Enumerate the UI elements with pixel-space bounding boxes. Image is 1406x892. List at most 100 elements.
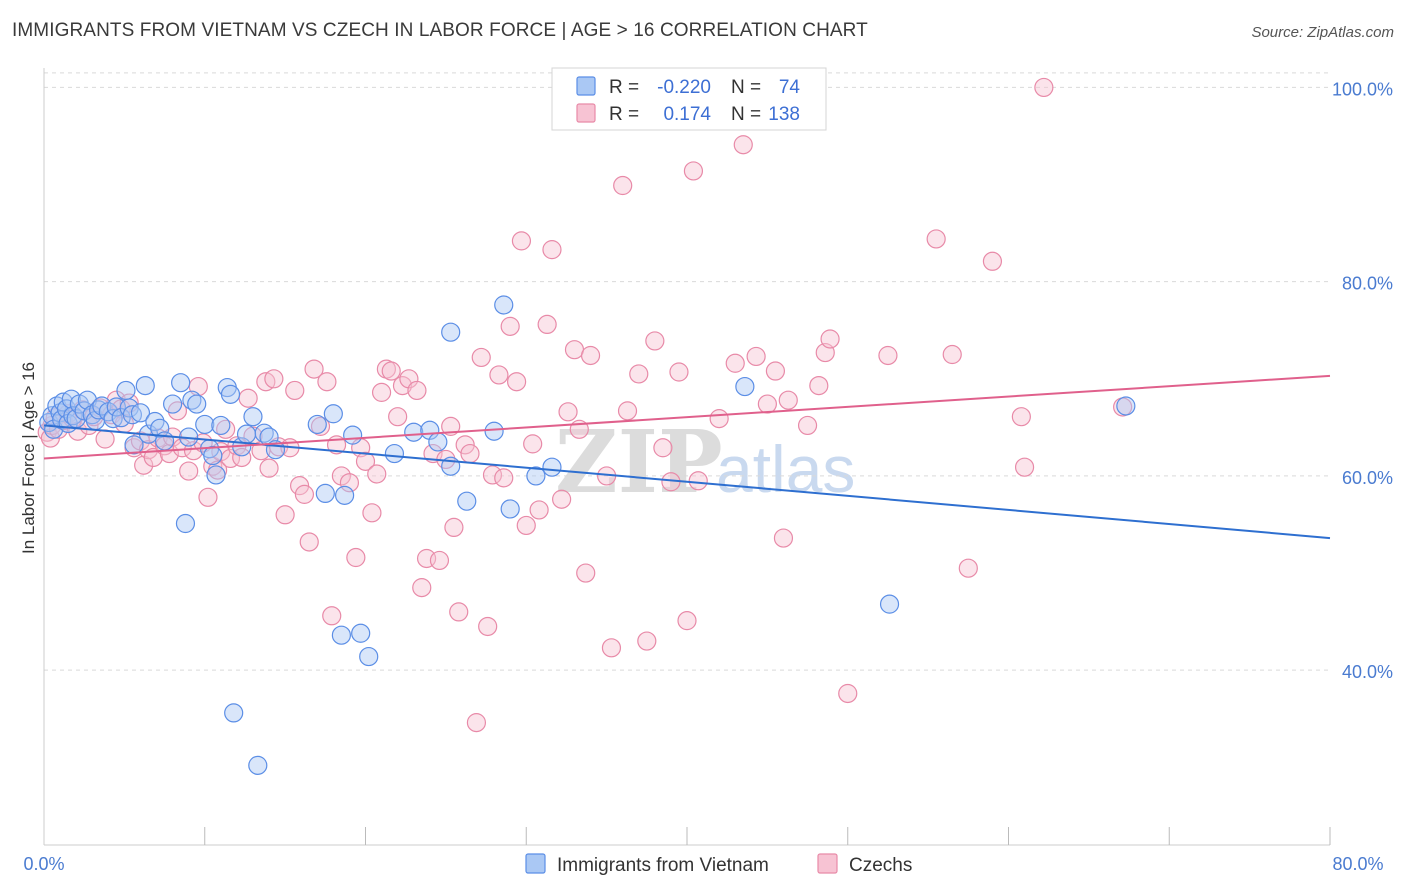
czech-point: [564, 340, 585, 360]
vietnam-point: [457, 491, 477, 511]
czech-point: [238, 388, 258, 408]
czech-point: [371, 382, 392, 402]
czech-point: [778, 390, 798, 410]
czech-point: [942, 344, 962, 365]
czech-point: [134, 455, 154, 475]
czech-point: [733, 135, 753, 155]
vietnam-point: [335, 485, 355, 505]
vietnam-point: [103, 409, 123, 429]
vietnam-point: [163, 394, 183, 414]
czech-point: [797, 415, 818, 436]
czech-point: [511, 231, 532, 251]
vietnam-point: [243, 407, 263, 427]
czech-point: [820, 329, 840, 349]
czech-point: [709, 409, 729, 429]
czech-point: [331, 466, 351, 486]
czech-point: [381, 361, 401, 381]
czech-point: [725, 353, 745, 373]
czech-point: [982, 251, 1003, 271]
vietnam-point: [307, 414, 327, 435]
vietnam-point: [44, 419, 64, 439]
watermark-zip: ZIP: [555, 412, 723, 513]
vietnam-point: [428, 432, 448, 452]
vietnam-point: [187, 394, 207, 414]
czech-point: [275, 505, 295, 525]
czech-point: [460, 443, 480, 464]
vietnam-point: [150, 418, 170, 438]
legend-box: [551, 67, 827, 131]
czech-point: [429, 550, 450, 571]
vietnam-point: [122, 405, 143, 425]
czech-point: [362, 503, 382, 523]
czech-point: [507, 372, 527, 392]
vietnam-point: [111, 408, 131, 428]
czech-point: [878, 345, 898, 366]
czech-point: [516, 515, 536, 536]
vietnam-point: [195, 414, 215, 435]
y-tick-label: 80.0%: [1342, 274, 1393, 294]
czech-point: [629, 364, 649, 384]
legend-r-value-czech: 0.174: [663, 104, 711, 125]
vietnam-point: [130, 403, 151, 423]
czech-point: [317, 372, 337, 392]
czech-point: [613, 175, 633, 196]
vietnam-point: [359, 646, 379, 667]
czech-point: [958, 558, 978, 578]
czech-point: [367, 464, 387, 484]
czech-point: [523, 434, 543, 454]
czech-point: [95, 429, 115, 449]
czech-point: [444, 517, 464, 538]
vietnam-point: [484, 421, 504, 441]
legend-r-label-vietnam: R =: [609, 77, 639, 98]
czech-point: [580, 345, 601, 366]
czech-point: [449, 602, 469, 622]
czech-trend-line: [43, 374, 1331, 460]
source-label: Source: ZipAtlas.com: [1251, 24, 1394, 41]
czech-point: [576, 563, 596, 583]
czech-point: [765, 361, 786, 381]
czech-point: [552, 489, 572, 509]
y-tick-label: 60.0%: [1342, 468, 1393, 488]
czech-point: [299, 532, 319, 552]
legend-n-label-czech: N =: [731, 104, 761, 125]
legend-stats: R = -0.220 N = 74 R = 0.174 N = 138: [551, 67, 827, 131]
czech-point: [489, 365, 509, 385]
czech-point: [645, 331, 665, 351]
czech-point: [482, 465, 503, 485]
czech-point: [466, 713, 487, 733]
czech-point: [407, 380, 427, 401]
czech-point: [601, 638, 622, 658]
vietnam-point: [331, 625, 351, 645]
czech-point: [179, 461, 199, 481]
czech-point: [558, 402, 578, 422]
czech-point: [746, 346, 766, 367]
czech-point: [637, 631, 657, 651]
czech-point: [310, 416, 331, 436]
czech-points: [37, 77, 1133, 733]
bottom-legend-label-vietnam: Immigrants from Vietnam: [557, 855, 769, 876]
vietnam-point: [879, 594, 900, 614]
legend-series: Immigrants from Vietnam Czechs: [525, 853, 912, 876]
vietnam-point: [220, 384, 241, 404]
czech-point: [537, 314, 557, 335]
czech-point: [264, 369, 284, 389]
czech-point: [542, 240, 562, 260]
vietnam-point: [116, 380, 136, 401]
vietnam-point: [145, 411, 165, 432]
x-tick-label-min: 0.0%: [23, 854, 64, 874]
czech-point: [669, 362, 689, 382]
czech-point: [617, 401, 638, 421]
bottom-legend-swatch-czech: [817, 853, 838, 874]
x-tick-label-max: 80.0%: [1332, 854, 1383, 874]
vietnam-point: [175, 513, 196, 534]
legend-n-value-vietnam: 74: [779, 77, 801, 98]
czech-point: [355, 451, 376, 471]
vietnam-point: [63, 406, 83, 426]
vietnam-point: [1116, 396, 1136, 416]
vietnam-point: [500, 499, 520, 519]
vietnam-point: [171, 373, 191, 393]
czech-point: [773, 528, 794, 548]
czech-point: [471, 347, 491, 368]
legend-n-label-vietnam: N =: [731, 77, 761, 98]
czech-point: [926, 229, 946, 249]
